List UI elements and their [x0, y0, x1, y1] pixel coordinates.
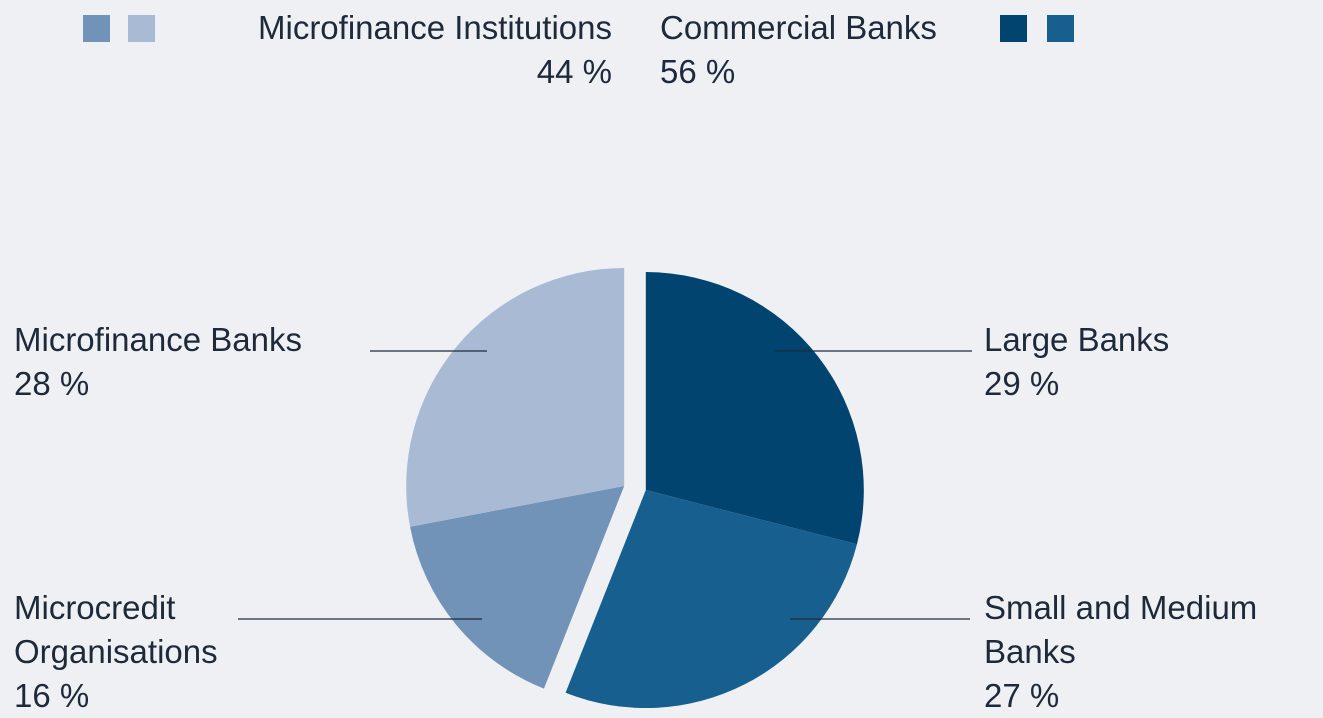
slice-label: Microfinance Banks 28 %	[14, 318, 374, 406]
slice-name: Microcredit Organisations	[14, 589, 218, 670]
legend-entry: Commercial Banks 56 %	[660, 6, 937, 94]
slice-label: Large Banks 29 %	[984, 318, 1314, 406]
legend-name: Microfinance Institutions	[258, 9, 612, 46]
slice-value: 29 %	[984, 365, 1060, 402]
slice-label: Small and Medium Banks 27 %	[984, 586, 1319, 718]
legend-name: Commercial Banks	[660, 9, 937, 46]
pie-slice	[406, 267, 625, 527]
legend-swatch	[83, 15, 110, 42]
pie-slice	[410, 485, 625, 689]
legend-value: 44 %	[536, 53, 612, 90]
pie	[406, 267, 864, 709]
legend-entry: Microfinance Institutions 44 %	[258, 6, 612, 94]
slice-name: Large Banks	[984, 321, 1170, 358]
legend-swatch	[128, 15, 155, 42]
slice-name: Small and Medium Banks	[984, 589, 1258, 670]
pie-slice	[645, 272, 864, 545]
pie-slice	[565, 490, 857, 709]
legend-value: 56 %	[660, 53, 736, 90]
slice-label: Microcredit Organisations 16 %	[14, 586, 239, 718]
leader-lines	[238, 350, 972, 620]
slice-value: 28 %	[14, 365, 90, 402]
slice-name: Microfinance Banks	[14, 321, 302, 358]
legend-swatch	[1000, 15, 1027, 42]
slice-value: 16 %	[14, 677, 90, 714]
legend-swatch	[1047, 15, 1074, 42]
slice-value: 27 %	[984, 677, 1060, 714]
